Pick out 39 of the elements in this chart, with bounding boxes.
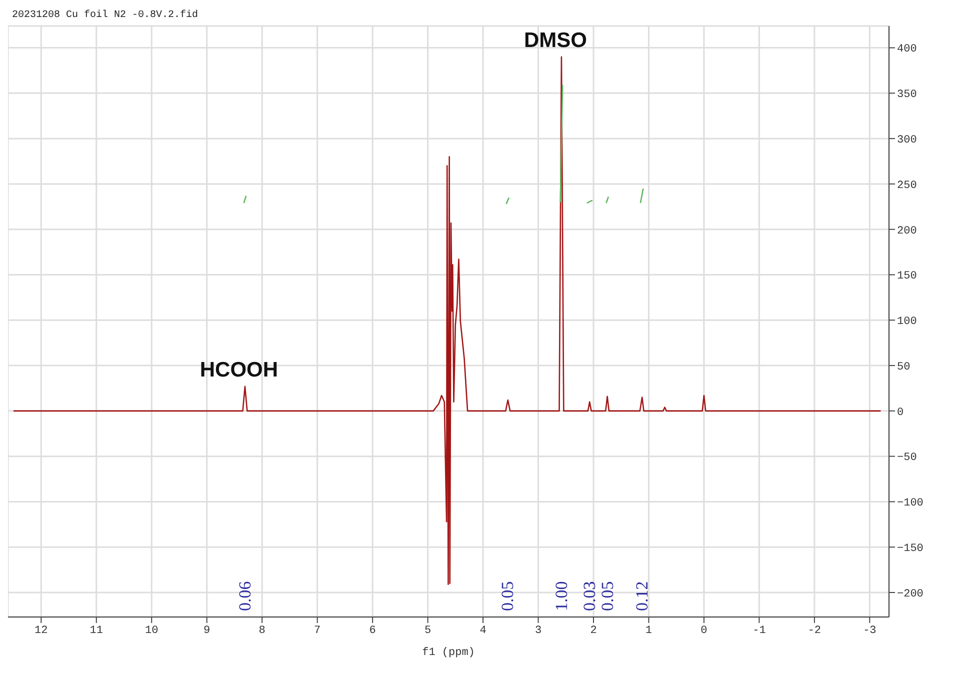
y-tick-label: −50: [897, 452, 917, 464]
y-tick-label: −150: [897, 543, 924, 555]
y-tick-label: 150: [897, 270, 917, 283]
y-tick-label: 50: [897, 361, 910, 374]
x-tick-label: -3: [863, 624, 876, 637]
y-tick-label: 300: [897, 134, 917, 146]
y-tick-label: 400: [897, 44, 917, 56]
x-tick-label: -2: [808, 624, 822, 637]
x-tick-label: 8: [258, 624, 266, 637]
x-tick-label: 12: [34, 624, 48, 637]
annotation: 0.06: [235, 581, 254, 611]
x-axis-title: f1 (ppm): [422, 647, 475, 659]
y-tick-label: 100: [897, 316, 917, 328]
y-tick-label: 250: [897, 180, 917, 192]
x-tick-label: 9: [204, 624, 210, 637]
annotation: 0.12: [632, 581, 652, 611]
x-tick-label: 3: [534, 624, 542, 637]
x-tick-label: 1: [645, 624, 652, 637]
x-tick-label: 0: [700, 624, 708, 637]
x-tick-label: 5: [424, 624, 432, 637]
x-tick-label: 7: [314, 624, 321, 637]
x-tick-label: 4: [480, 624, 487, 637]
y-tick-label: 200: [897, 225, 917, 238]
chart-title: 20231208 Cu foil N2 -0.8V.2.fid: [12, 10, 198, 21]
annotation: HCOOH: [200, 358, 278, 382]
y-tick-label: −200: [897, 588, 924, 600]
y-tick-label: 350: [897, 89, 917, 102]
annotation: 1.00: [552, 581, 571, 611]
annotation: 0.05: [498, 581, 518, 611]
y-tick-label: 0: [897, 406, 904, 419]
x-tick-label: -1: [752, 624, 766, 637]
x-tick-label: 11: [90, 624, 104, 637]
annotation: DMSO: [524, 28, 587, 52]
x-tick-label: 2: [590, 624, 597, 637]
y-tick-label: −100: [897, 498, 924, 510]
annotation: 0.03: [580, 581, 600, 611]
x-tick-label: 6: [369, 624, 376, 637]
annotation: 0.05: [598, 581, 617, 611]
x-tick-label: 10: [145, 624, 158, 637]
